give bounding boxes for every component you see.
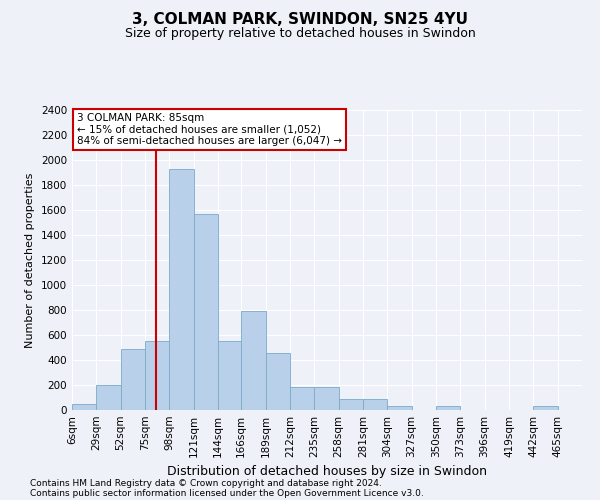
Text: Size of property relative to detached houses in Swindon: Size of property relative to detached ho… — [125, 28, 475, 40]
Bar — [436, 406, 460, 410]
Bar — [388, 406, 412, 410]
Bar — [72, 404, 97, 410]
Bar — [121, 349, 145, 410]
Bar — [338, 399, 363, 410]
Text: Contains HM Land Registry data © Crown copyright and database right 2024.: Contains HM Land Registry data © Crown c… — [30, 478, 382, 488]
Bar — [218, 341, 241, 410]
Bar — [97, 385, 121, 410]
Bar — [241, 311, 266, 410]
Bar — [145, 341, 169, 410]
Bar — [363, 400, 388, 410]
Bar — [314, 387, 338, 410]
Bar — [266, 352, 290, 410]
Text: 3, COLMAN PARK, SWINDON, SN25 4YU: 3, COLMAN PARK, SWINDON, SN25 4YU — [132, 12, 468, 28]
Bar — [194, 214, 218, 410]
Bar — [290, 387, 314, 410]
Bar — [533, 406, 557, 410]
Bar — [169, 169, 194, 410]
Y-axis label: Number of detached properties: Number of detached properties — [25, 172, 35, 348]
Text: 3 COLMAN PARK: 85sqm
← 15% of detached houses are smaller (1,052)
84% of semi-de: 3 COLMAN PARK: 85sqm ← 15% of detached h… — [77, 113, 342, 146]
X-axis label: Distribution of detached houses by size in Swindon: Distribution of detached houses by size … — [167, 466, 487, 478]
Text: Contains public sector information licensed under the Open Government Licence v3: Contains public sector information licen… — [30, 488, 424, 498]
